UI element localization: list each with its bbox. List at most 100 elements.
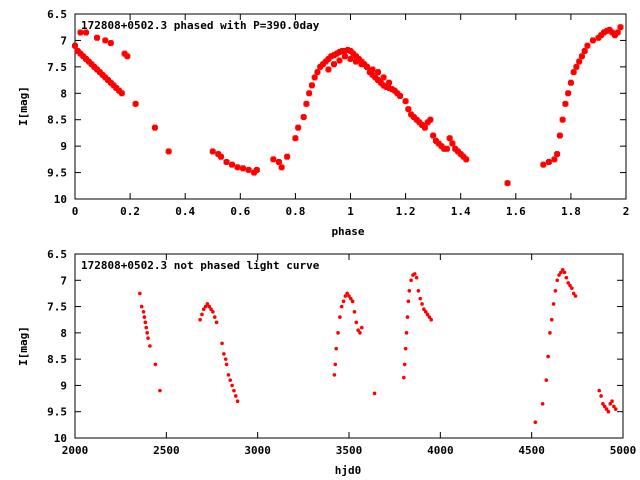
plot-frame-top — [74, 13, 627, 200]
x-tick-label: 2000 — [62, 444, 89, 457]
y-tick-label: 6.5 — [47, 248, 67, 261]
data-point — [336, 331, 340, 335]
data-point — [567, 79, 574, 86]
data-point — [230, 383, 234, 388]
data-point — [345, 291, 349, 296]
y-tick-label: 8 — [60, 87, 67, 100]
data-point — [333, 362, 338, 367]
data-point — [597, 388, 602, 393]
data-point — [423, 310, 428, 314]
data-point — [209, 307, 213, 312]
data-point — [116, 87, 123, 94]
data-point — [300, 114, 307, 121]
raw-light-curve-panel: 172808+0502.3 not phased light curve hjd… — [17, 248, 636, 477]
data-point — [454, 148, 461, 155]
x-tick-label: 2500 — [153, 444, 180, 457]
data-point — [91, 63, 98, 70]
data-point — [158, 388, 162, 393]
data-point — [533, 420, 538, 425]
data-point — [94, 34, 101, 41]
data-point — [595, 34, 602, 41]
data-point — [397, 92, 404, 99]
x-tick-label: 0.6 — [230, 205, 250, 218]
data-point — [275, 159, 282, 165]
data-point — [606, 409, 611, 414]
data-point — [96, 69, 103, 76]
data-point — [402, 375, 406, 380]
data-point — [319, 61, 326, 68]
data-point — [121, 50, 128, 57]
x-tick-label: 3000 — [244, 444, 271, 457]
data-point — [314, 69, 321, 76]
data-point — [366, 69, 373, 76]
data-point — [228, 378, 233, 382]
data-point — [560, 267, 565, 272]
data-point — [372, 391, 377, 396]
data-point — [598, 32, 605, 39]
data-point — [546, 354, 550, 359]
data-point — [205, 302, 210, 306]
x-tick-label: 0.8 — [285, 205, 305, 218]
data-point — [408, 111, 415, 118]
data-point — [113, 85, 120, 91]
data-point — [251, 169, 258, 176]
data-point — [94, 66, 101, 73]
data-point — [201, 307, 206, 312]
data-point — [576, 58, 583, 65]
data-point — [556, 132, 563, 139]
data-point — [612, 404, 616, 409]
data-point — [599, 394, 603, 398]
data-point — [83, 55, 90, 62]
data-point — [341, 53, 348, 60]
data-point — [325, 66, 332, 73]
data-point — [253, 166, 260, 173]
x-axis-label-top: phase — [331, 225, 364, 238]
y-axis-label-top: I[mag] — [17, 86, 30, 126]
data-point — [565, 90, 572, 97]
data-point — [416, 289, 421, 293]
chart-title-top: 172808+0502.3 phased with P=390.0day — [81, 19, 320, 32]
data-point — [562, 100, 569, 107]
data-point — [391, 87, 398, 94]
x-axis-label-bottom: hjd0 — [335, 464, 362, 477]
data-point — [375, 69, 382, 76]
data-point — [405, 315, 410, 319]
data-point — [573, 294, 578, 298]
data-point — [421, 124, 428, 131]
data-point — [414, 275, 419, 280]
y-tick-label: 9 — [60, 140, 67, 153]
data-point — [589, 37, 596, 44]
data-point — [77, 50, 84, 57]
y-tick-label: 10 — [54, 432, 67, 445]
data-point — [203, 304, 208, 309]
y-axis-label-bottom: I[mag] — [17, 326, 30, 366]
phased-light-curve-panel: 172808+0502.3 phased with P=390.0day pha… — [17, 8, 629, 238]
data-point — [602, 404, 607, 409]
data-point — [405, 106, 412, 113]
data-point — [270, 156, 277, 163]
data-point — [617, 24, 624, 31]
data-point — [424, 119, 431, 126]
data-point — [609, 29, 616, 36]
data-point — [377, 79, 384, 86]
data-point — [429, 317, 434, 322]
data-point — [430, 132, 437, 139]
data-point — [107, 40, 114, 47]
data-point — [358, 61, 365, 68]
data-point — [419, 122, 426, 128]
data-point — [375, 77, 382, 84]
x-tick-label: 1.8 — [561, 205, 581, 218]
data-point — [303, 100, 310, 107]
data-point — [132, 100, 139, 107]
data-point — [347, 48, 354, 54]
x-tick-label: 4000 — [427, 444, 454, 457]
data-point — [317, 63, 324, 70]
data-point — [364, 63, 371, 70]
data-point — [292, 135, 299, 142]
data-point — [394, 90, 401, 97]
data-point — [570, 69, 577, 76]
data-point — [332, 373, 337, 377]
x-tick-label: 1.6 — [506, 205, 526, 218]
data-point — [568, 283, 572, 288]
